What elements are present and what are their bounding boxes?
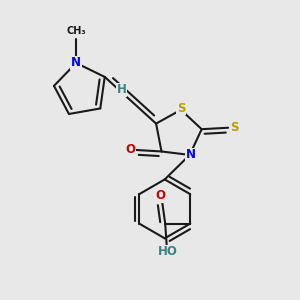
Text: CH₃: CH₃ <box>66 26 86 37</box>
Text: O: O <box>125 143 135 157</box>
Text: S: S <box>177 102 185 115</box>
Text: N: N <box>186 148 196 161</box>
Text: HO: HO <box>158 245 178 258</box>
Text: H: H <box>117 83 127 97</box>
Text: O: O <box>156 189 166 203</box>
Text: N: N <box>71 56 81 70</box>
Text: S: S <box>230 121 239 134</box>
